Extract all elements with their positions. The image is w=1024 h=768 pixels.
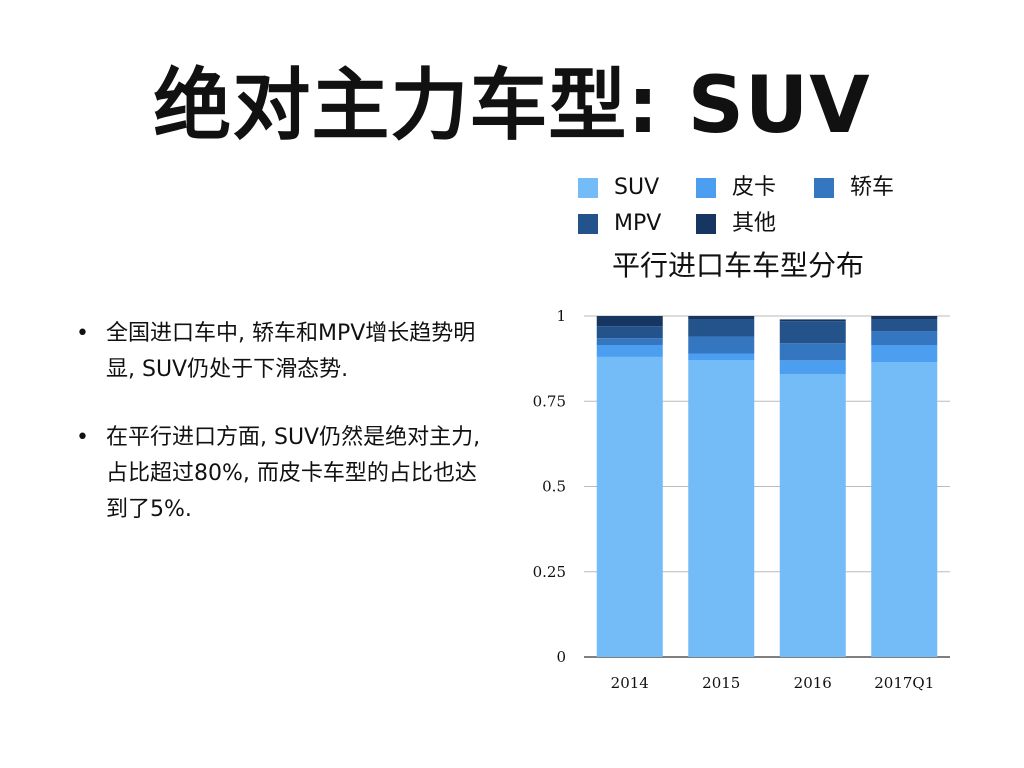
legend-label: 皮卡: [732, 175, 777, 200]
bar-segment-0: [779, 373, 846, 657]
bar-segment-4: [871, 316, 938, 320]
bar-segment-2: [688, 336, 755, 354]
legend-label: 其他: [732, 211, 777, 236]
y-tick-label: 0: [556, 648, 566, 666]
legend-label: SUV: [614, 175, 660, 200]
bar-segment-3: [688, 319, 755, 337]
chart-title: 平行进口车车型分布: [612, 249, 865, 282]
bullet-marker: •: [76, 321, 89, 346]
legend-item-pickup: 皮卡: [696, 173, 776, 203]
bar-segment-3: [779, 321, 846, 344]
bar-segment-3: [596, 326, 663, 339]
stacked-bar-chart: 0 0.25 0.5 0.75 1 2014 2015 2016 2017Q1: [533, 307, 950, 692]
legend-label: MPV: [614, 211, 662, 236]
bar-segment-4: [596, 316, 663, 327]
slide-title: 绝对主力车型: SUV: [153, 61, 871, 151]
bar-segment-2: [596, 338, 663, 345]
bar-segment-3: [871, 319, 938, 332]
bar-segment-4: [688, 316, 755, 320]
bar-segment-2: [871, 331, 938, 345]
x-tick-label: 2014: [611, 674, 649, 692]
x-tick-label: 2017Q1: [874, 674, 934, 692]
x-tick-label: 2016: [794, 674, 832, 692]
bar-segment-1: [779, 360, 846, 374]
y-tick-label: 0.25: [533, 563, 566, 581]
bullet-text: 在平行进口方面, SUV仍然是绝对主力, 占比超过80%, 而皮卡车型的占比也达…: [106, 425, 481, 522]
legend-item-suv: SUV: [578, 173, 659, 203]
bullet-text: 全国进口车中, 轿车和MPV增长趋势明显, SUV仍处于下滑态势.: [106, 321, 476, 382]
bullet-item: • 在平行进口方面, SUV仍然是绝对主力, 占比超过80%, 而皮卡车型的占比…: [76, 420, 506, 528]
legend-label: 轿车: [850, 175, 895, 200]
legend-swatch: [578, 178, 598, 198]
y-tick-label: 0.75: [533, 392, 566, 410]
legend-swatch: [696, 214, 716, 234]
bullet-marker: •: [76, 425, 89, 450]
bullet-item: • 全国进口车中, 轿车和MPV增长趋势明显, SUV仍处于下滑态势.: [76, 316, 506, 388]
legend-swatch: [696, 178, 716, 198]
y-tick-label: 1: [556, 307, 566, 325]
bar-segment-1: [596, 344, 663, 357]
bar-segment-1: [871, 344, 938, 363]
y-tick-label: 0.5: [542, 478, 566, 496]
bar-segment-4: [779, 319, 846, 322]
bar-segment-0: [596, 356, 663, 657]
legend-item-sedan: 轿车: [814, 173, 894, 203]
legend-item-mpv: MPV: [578, 209, 661, 239]
legend-swatch: [814, 178, 834, 198]
legend-item-other: 其他: [696, 209, 776, 239]
bar-segment-0: [688, 360, 755, 657]
bullet-list: • 全国进口车中, 轿车和MPV增长趋势明显, SUV仍处于下滑态势. • 在平…: [76, 316, 506, 560]
legend-swatch: [578, 214, 598, 234]
bar-segment-1: [688, 353, 755, 361]
x-tick-label: 2015: [702, 674, 740, 692]
bar-segment-2: [779, 343, 846, 361]
bar-segment-0: [871, 362, 938, 657]
